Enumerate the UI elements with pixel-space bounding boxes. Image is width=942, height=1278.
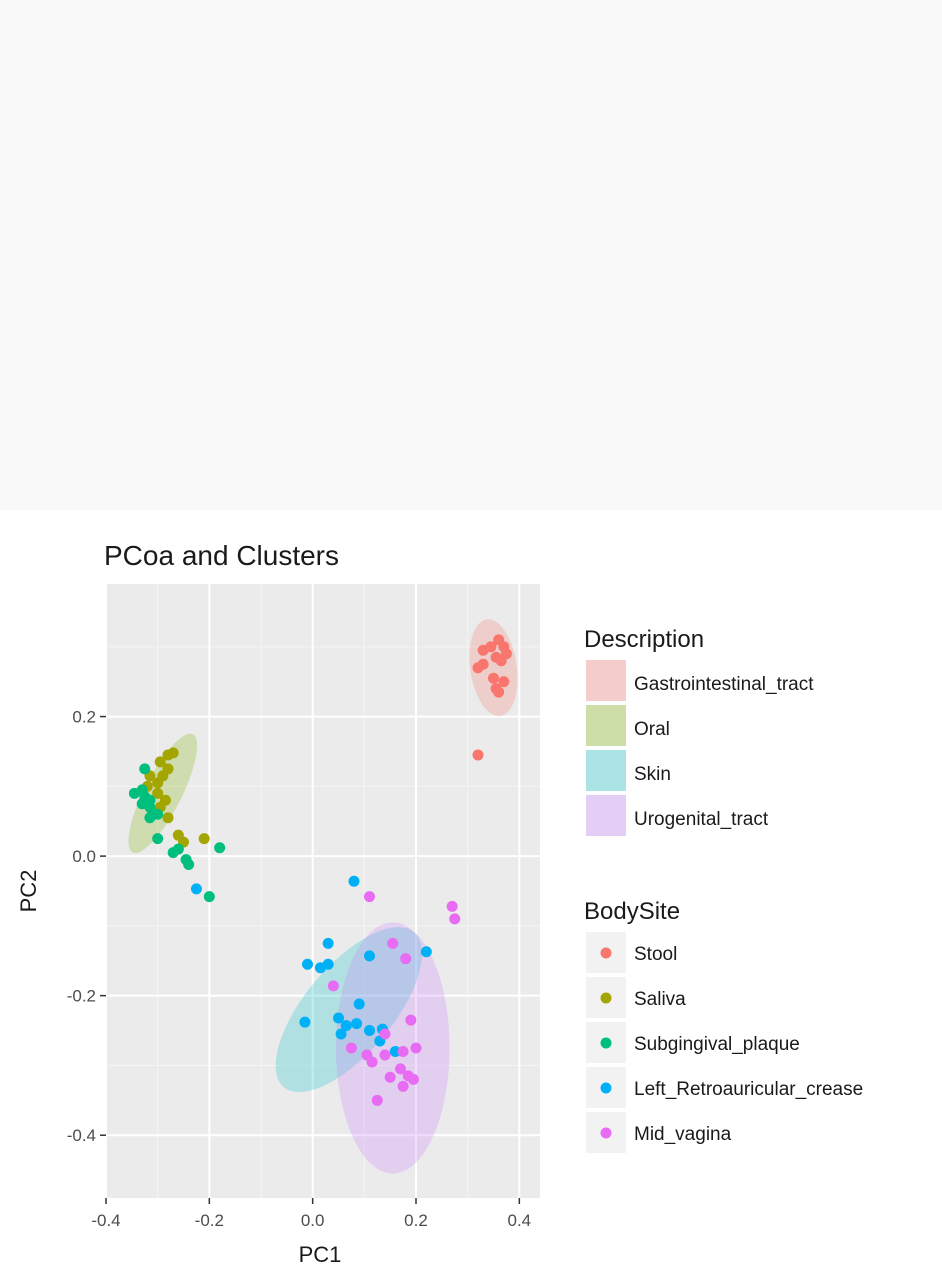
data-points [128,634,512,1106]
legend-fill-label: Urogenital_tract [634,809,769,830]
point-mid-vagina [371,1094,383,1106]
x-tick-label: 0.2 [404,1211,428,1230]
legend-point-swatch [600,1127,612,1139]
point-left-retroauricular-crease [190,883,202,895]
axes: -0.4 -0.2 0.0 0.2 0.4 -0.4 -0.2 0.0 0.2 [67,708,531,1230]
point-mid-vagina [384,1071,396,1083]
legend-point-swatch [600,1037,612,1049]
point-left-retroauricular-crease [420,946,432,958]
point-saliva [162,749,174,761]
point-legend-title: BodySite [584,898,680,925]
legends: Description BodySite Gastrointestinal_tr… [584,626,863,1153]
legend-point-swatch [600,947,612,959]
legend-point-label: Stool [634,944,677,965]
point-left-retroauricular-crease [364,950,375,962]
point-left-retroauricular-crease [389,1045,401,1057]
point-mid-vagina [397,1045,409,1057]
point-mid-vagina [364,891,375,903]
legend-fill-label: Gastrointestinal_tract [634,674,814,695]
legend-fill-swatch [586,750,626,791]
point-mid-vagina [449,913,461,925]
point-left-retroauricular-crease [322,958,334,970]
point-left-retroauricular-crease [333,1012,344,1024]
legend-fill-swatch [586,705,626,746]
x-tick-label: -0.4 [91,1211,120,1230]
legend-fill-swatch [586,660,626,701]
point-subgingival-plaque [144,801,156,813]
point-left-retroauricular-crease [364,1025,375,1037]
point-left-retroauricular-crease [348,875,360,887]
point-stool [472,662,484,674]
x-axis-title: PC1 [299,1242,342,1267]
x-tick-label: 0.4 [508,1211,532,1230]
point-mid-vagina [327,980,339,992]
point-subgingival-plaque [152,833,164,845]
legend-key-bg [586,795,626,836]
point-left-retroauricular-crease [322,937,334,949]
grid-lines [105,584,540,1198]
point-saliva [198,833,210,845]
legend-fill-label: Skin [634,764,671,785]
legend-key-bg [586,705,626,746]
fill-legend-title: Description [584,626,704,653]
point-subgingival-plaque [128,787,140,799]
point-stool [472,749,484,761]
legend-fill-swatch [586,795,626,836]
legend-point-swatch [600,992,612,1004]
point-subgingival-plaque [214,842,226,854]
point-stool [493,686,505,698]
point-mid-vagina [407,1073,419,1085]
legend-point-swatch [600,1082,612,1094]
point-mid-vagina [379,1049,391,1061]
point-left-retroauricular-crease [340,1020,352,1032]
legend-point-label: Left_Retroauricular_crease [634,1079,863,1100]
legend-point-label: Saliva [634,989,686,1010]
blank-area [0,0,942,510]
point-mid-vagina [405,1014,417,1026]
point-left-retroauricular-crease [299,1016,311,1028]
point-subgingival-plaque [183,858,195,870]
point-stool [498,676,510,688]
point-mid-vagina [446,900,458,912]
point-subgingival-plaque [203,891,215,903]
point-subgingival-plaque [144,812,156,824]
x-tick-label: 0.0 [301,1211,325,1230]
point-left-retroauricular-crease [351,1018,363,1030]
point-left-retroauricular-crease [302,958,313,970]
point-mid-vagina [379,1028,391,1040]
point-mid-vagina [397,1080,409,1092]
chart-title: PCoa and Clusters [104,540,339,571]
point-mid-vagina [410,1042,422,1054]
y-tick-label: -0.4 [67,1126,96,1145]
point-mid-vagina [395,1063,406,1075]
legend-key-bg [586,660,626,701]
x-tick-label: -0.2 [195,1211,224,1230]
point-left-retroauricular-crease [335,1028,347,1040]
ellipse-skin [275,927,423,1093]
point-mid-vagina [387,937,399,949]
legend-fill-label: Oral [634,719,670,740]
y-tick-label: 0.0 [72,847,96,866]
point-saliva [152,777,164,789]
point-subgingival-plaque [172,843,184,855]
y-axis-title: PC2 [16,870,41,913]
point-mid-vagina [400,953,412,965]
point-mid-vagina [345,1042,357,1054]
y-tick-label: -0.2 [67,987,96,1006]
legend-key-bg [586,750,626,791]
point-stool [485,641,497,653]
point-subgingival-plaque [139,763,151,775]
legend-point-label: Mid_vagina [634,1124,732,1145]
y-tick-label: 0.2 [72,708,96,727]
legend-point-label: Subgingival_plaque [634,1034,800,1055]
point-stool [495,655,507,667]
point-left-retroauricular-crease [353,998,365,1010]
point-mid-vagina [366,1056,378,1068]
point-saliva [154,756,166,768]
point-stool [488,672,499,684]
point-saliva [162,812,174,824]
point-saliva [152,787,164,799]
